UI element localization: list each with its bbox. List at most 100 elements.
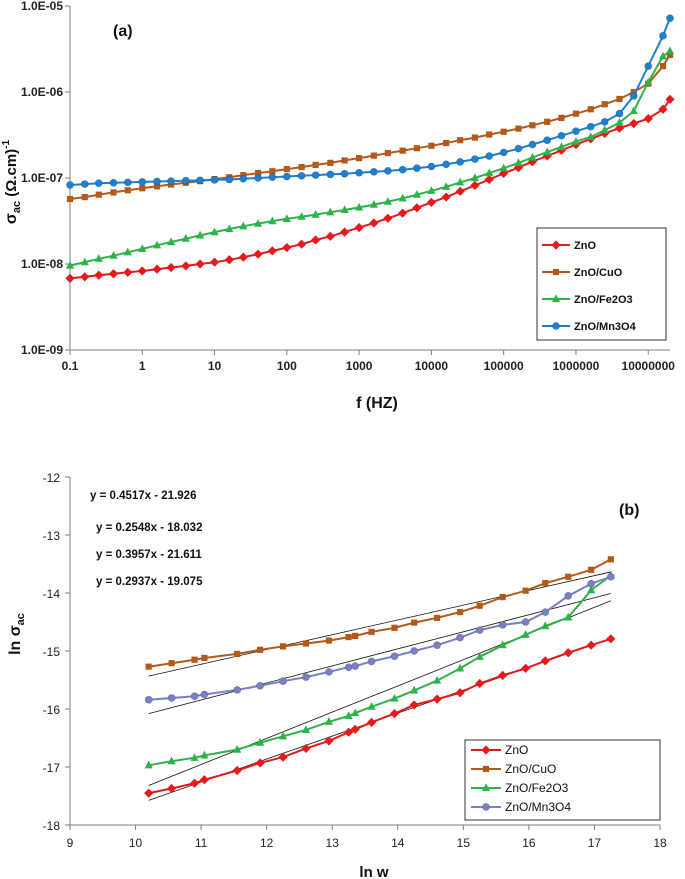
panel-a-data-point (94, 179, 103, 188)
panel-a-data-point (412, 164, 421, 173)
panel-a-data-point (471, 134, 479, 141)
panel-a-data-point (355, 168, 364, 177)
panel-b-data-point (521, 663, 531, 673)
panel-b-data-point (455, 663, 465, 672)
panel-a-data-point (269, 168, 276, 175)
panel-a-data-point (253, 218, 263, 227)
panel-a-data-point (225, 175, 234, 184)
panel-a-data-point (123, 267, 133, 277)
panel-b-data-point (324, 736, 334, 746)
panel-b-data-point (541, 608, 550, 617)
panel-b-data-point (190, 692, 199, 701)
panel-a-data-point (601, 101, 608, 108)
panel-a-data-point (282, 243, 292, 253)
panel-a-data-point (544, 118, 551, 125)
panel-a-data-point (443, 139, 450, 147)
panel-b-data-point (255, 758, 265, 768)
panel-a-label: (a) (113, 23, 133, 40)
panel-b-data-point (588, 566, 595, 573)
panel-b-data-point (521, 630, 530, 638)
panel-a-data-point (442, 182, 451, 190)
panel-a-data-point (283, 165, 290, 173)
panel-b-label: (b) (619, 502, 639, 519)
panel-a-data-point (369, 218, 379, 228)
panel-a-data-point (442, 160, 451, 169)
panel-a-data-point (529, 122, 536, 129)
panel-b-ylabel-symbol: ln σ (7, 625, 24, 655)
panel-a-ylabel-sub: ac (11, 201, 23, 213)
panel-a-data-point (110, 189, 117, 196)
panel-a-data-point (383, 166, 392, 175)
panel-b-data-point (278, 752, 288, 762)
panel-b-data-point (607, 556, 614, 563)
panel-a-data-point (586, 122, 595, 131)
panel-b-data-point (168, 660, 175, 667)
panel-a-data-point (95, 191, 102, 198)
panel-a-legend-label: ZnO/CuO (574, 267, 623, 279)
panel-a-data-point (666, 51, 674, 59)
panel-a-data-point (137, 266, 147, 276)
panel-a-data-point (369, 200, 378, 208)
panel-b-data-point (144, 695, 153, 704)
panel-a-data-point (153, 183, 161, 190)
panel-a-data-point (80, 180, 89, 188)
panel-b-data-point (345, 633, 352, 641)
panel-b-data-point (199, 775, 209, 785)
panel-b-data-point (456, 609, 464, 616)
panel-b-data-point (540, 656, 550, 666)
panel-a-data-point (456, 157, 465, 166)
panel-b-data-point (145, 663, 152, 670)
panel-b-data-point (564, 612, 573, 621)
panel-b-data-point (433, 641, 442, 650)
panel-b-y-tick-label: -18 (43, 819, 61, 833)
panel-b-series-line (148, 575, 612, 701)
panel-a-data-point (428, 142, 435, 149)
panel-a-data-point (543, 136, 552, 145)
panel-b-data-point (351, 708, 360, 717)
panel-a-y-tick-label: 1.0E-08 (21, 257, 63, 271)
panel-a-data-point (629, 106, 638, 115)
panel-a-data-point (239, 174, 248, 183)
panel-b-data-point (256, 681, 265, 690)
panel-b-data-point (278, 731, 288, 740)
panel-b-data-point (498, 621, 507, 629)
panel-b-data-point (456, 633, 464, 642)
panel-b-data-point (189, 778, 200, 788)
panel-a-data-point (383, 213, 393, 223)
panel-b-x-tick-label: 14 (391, 836, 405, 850)
panel-a-data-point (499, 148, 508, 157)
panel-a-x-tick-label: 100 (277, 359, 297, 373)
panel-a-legend-label: ZnO (574, 240, 596, 252)
panel-a-data-point (666, 14, 674, 23)
panel-a-data-point (398, 208, 408, 218)
panel-a-data-point (644, 62, 653, 71)
panel-a-data-point (587, 106, 594, 113)
panel-b-x-tick-label: 13 (326, 836, 340, 850)
panel-a-data-point (543, 147, 552, 156)
panel-b-data-point (522, 587, 529, 594)
panel-b-ylabel-sub: ac (15, 613, 27, 625)
panel-a-data-point (499, 168, 509, 179)
panel-a-data-point (658, 51, 668, 60)
panel-a-data-point (456, 177, 465, 186)
panel-a-data-point (341, 157, 348, 164)
panel-b-y-tick-label: -15 (43, 645, 61, 659)
panel-a-x-tick-label: 1 (139, 359, 146, 373)
panel-b-data-point (234, 650, 241, 657)
panel-b-legend-swatch-marker (482, 765, 490, 773)
panel-a-ylabel-sup: -1 (1, 140, 12, 149)
panel-a-x-tick-label: 100000 (484, 359, 524, 373)
panel-a-y-tick-label: 1.0E-09 (21, 343, 63, 357)
panel-b-data-point (434, 614, 441, 622)
panel-b-legend-label: ZnO (505, 743, 528, 757)
panel-a-data-point (571, 137, 581, 145)
panel-b-legend-label: ZnO/Fe2O3 (505, 781, 569, 795)
panel-a-x-tick-label: 0.1 (62, 359, 79, 373)
panel-a: 1.0E-09 1.0E-08 1.0E-07 1.0E-06 1.0E-05 0.1 1 1… (1, 0, 675, 412)
panel-a-data-point (209, 257, 220, 267)
panel-a-data-point (326, 170, 335, 179)
panel-a-data-point (412, 203, 422, 213)
panel-a-legend-label: ZnO/Mn3O4 (574, 321, 637, 333)
panel-b-data-point (366, 717, 377, 727)
panel-b-data-point (232, 765, 242, 776)
